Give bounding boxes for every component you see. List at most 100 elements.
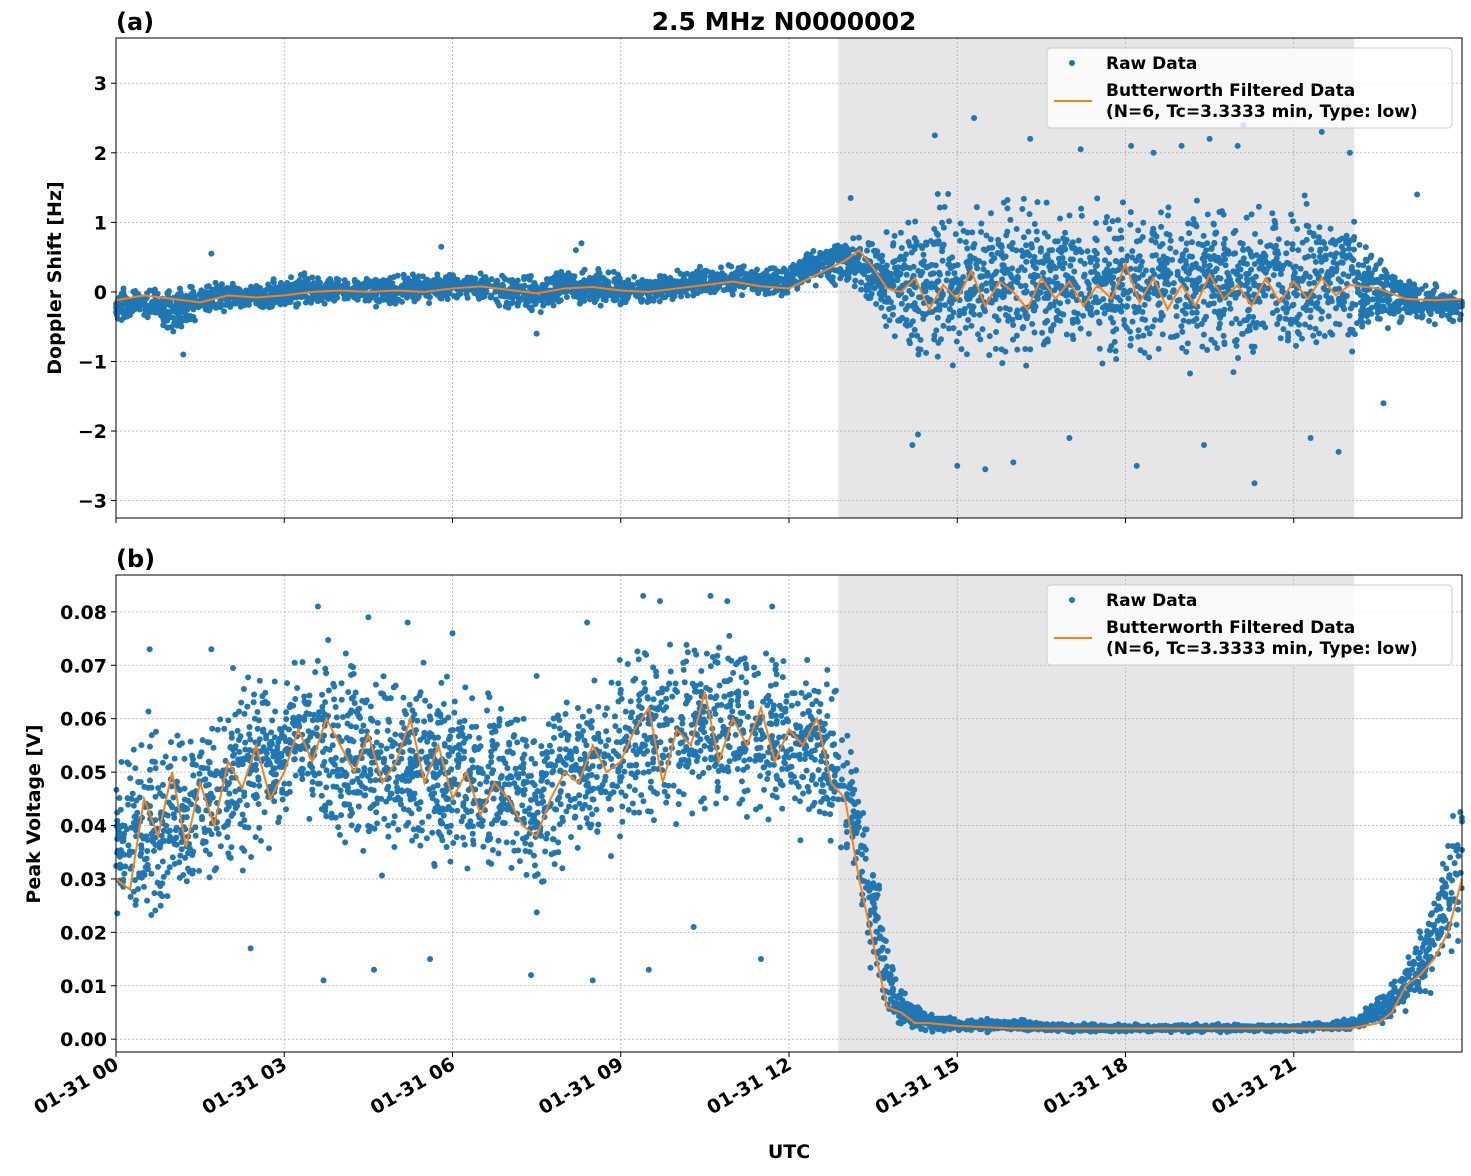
raw-data-point bbox=[1279, 266, 1285, 272]
raw-data-point bbox=[1308, 247, 1314, 253]
raw-data-point bbox=[1033, 273, 1039, 279]
raw-data-point bbox=[1085, 248, 1091, 254]
raw-data-point bbox=[1244, 215, 1250, 221]
raw-data-point bbox=[221, 308, 227, 314]
raw-data-point bbox=[928, 271, 934, 277]
raw-data-point bbox=[1174, 313, 1180, 319]
raw-data-point bbox=[1127, 288, 1133, 294]
raw-data-point bbox=[970, 292, 976, 298]
raw-data-point bbox=[1160, 313, 1166, 319]
raw-data-point bbox=[1060, 311, 1066, 317]
raw-outlier-point bbox=[932, 132, 938, 138]
raw-data-point bbox=[1344, 238, 1350, 244]
raw-data-point bbox=[1273, 243, 1279, 249]
raw-data-point bbox=[1225, 248, 1231, 254]
y-axis-label-a: Doppler Shift [Hz] bbox=[44, 181, 66, 374]
raw-data-point bbox=[1249, 211, 1255, 217]
raw-data-point bbox=[981, 306, 987, 312]
raw-data-point bbox=[1264, 266, 1270, 272]
raw-data-point bbox=[1075, 285, 1081, 291]
raw-data-point bbox=[892, 333, 898, 339]
raw-data-point bbox=[183, 317, 189, 323]
raw-outlier-point bbox=[1010, 459, 1016, 465]
raw-data-point bbox=[389, 753, 395, 759]
raw-data-point bbox=[230, 283, 236, 289]
raw-data-point bbox=[1447, 316, 1453, 322]
raw-data-point bbox=[1229, 320, 1235, 326]
raw-data-point bbox=[882, 314, 888, 320]
raw-data-point bbox=[1023, 259, 1029, 265]
raw-data-point bbox=[594, 829, 600, 835]
raw-data-point bbox=[1318, 254, 1324, 260]
raw-data-point bbox=[1201, 233, 1207, 239]
raw-data-point bbox=[1045, 234, 1051, 240]
raw-data-point bbox=[169, 303, 175, 309]
raw-data-point bbox=[297, 284, 303, 290]
raw-data-point bbox=[1033, 265, 1039, 271]
raw-data-point bbox=[147, 777, 153, 783]
raw-data-point bbox=[1094, 262, 1100, 268]
raw-data-point bbox=[569, 289, 575, 295]
raw-data-point bbox=[1070, 332, 1076, 338]
raw-data-point bbox=[1360, 320, 1366, 326]
raw-data-point bbox=[977, 312, 983, 318]
raw-data-point bbox=[625, 277, 631, 283]
raw-data-point bbox=[429, 830, 435, 836]
raw-data-point bbox=[270, 278, 276, 284]
raw-data-point bbox=[1230, 369, 1236, 375]
raw-data-point bbox=[1082, 261, 1088, 267]
raw-data-point bbox=[858, 279, 864, 285]
raw-data-point bbox=[905, 220, 911, 226]
raw-outlier-point bbox=[954, 463, 960, 469]
raw-data-point bbox=[514, 739, 520, 745]
raw-data-point bbox=[1020, 324, 1026, 330]
raw-data-point bbox=[1192, 286, 1198, 292]
raw-data-point bbox=[1330, 237, 1336, 243]
raw-data-point bbox=[948, 284, 954, 290]
raw-data-point bbox=[1189, 239, 1195, 245]
raw-data-point bbox=[923, 242, 929, 248]
raw-data-point bbox=[964, 291, 970, 297]
raw-data-point bbox=[978, 229, 984, 235]
raw-data-point bbox=[1248, 267, 1254, 273]
raw-data-point bbox=[892, 233, 898, 239]
raw-data-point bbox=[912, 306, 918, 312]
raw-data-point bbox=[690, 292, 696, 298]
raw-data-point bbox=[1112, 339, 1118, 345]
raw-data-point bbox=[1136, 327, 1142, 333]
raw-data-point bbox=[1217, 321, 1223, 327]
raw-data-point bbox=[1100, 296, 1106, 302]
raw-data-point bbox=[1405, 954, 1411, 960]
raw-data-point bbox=[988, 210, 994, 216]
raw-data-point bbox=[343, 650, 349, 656]
raw-outlier-point bbox=[1134, 463, 1140, 469]
raw-data-point bbox=[506, 277, 512, 283]
raw-data-point bbox=[878, 305, 884, 311]
raw-data-point bbox=[1094, 257, 1100, 263]
raw-data-point bbox=[936, 270, 942, 276]
raw-data-point bbox=[1162, 288, 1168, 294]
raw-data-point bbox=[623, 709, 629, 715]
raw-data-point bbox=[1194, 323, 1200, 329]
raw-data-point bbox=[1235, 355, 1241, 361]
legend-filtered-label: Butterworth Filtered Data bbox=[1106, 81, 1355, 101]
raw-data-point bbox=[894, 269, 900, 275]
raw-data-point bbox=[832, 282, 838, 288]
raw-data-point bbox=[1439, 313, 1445, 319]
raw-data-point bbox=[293, 304, 299, 310]
raw-data-point bbox=[978, 220, 984, 226]
raw-data-point bbox=[903, 295, 909, 301]
raw-data-point bbox=[1110, 218, 1116, 224]
raw-data-point bbox=[963, 239, 969, 245]
raw-data-point bbox=[1175, 272, 1181, 278]
raw-data-point bbox=[1340, 260, 1346, 266]
raw-data-point bbox=[1010, 322, 1016, 328]
raw-data-point bbox=[558, 801, 564, 807]
raw-data-point bbox=[944, 277, 950, 283]
raw-data-point bbox=[771, 289, 777, 295]
raw-data-point bbox=[1247, 327, 1253, 333]
raw-data-point bbox=[1022, 346, 1028, 352]
raw-data-point bbox=[1034, 237, 1040, 243]
raw-data-point bbox=[1285, 330, 1291, 336]
raw-data-point bbox=[940, 323, 946, 329]
